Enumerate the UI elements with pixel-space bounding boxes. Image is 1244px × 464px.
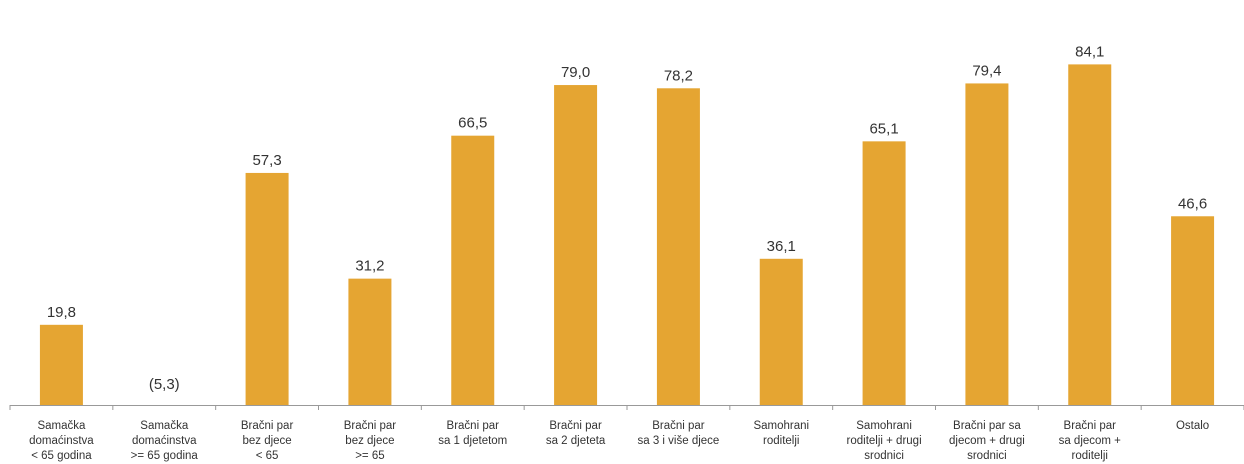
category-label: Samohrani roditelji <box>753 420 809 447</box>
bar <box>39 324 83 405</box>
data-label: 84,1 <box>1075 43 1104 60</box>
category-label: Bračni par sa djecom + drugi srodnici <box>949 420 1025 462</box>
data-label: 57,3 <box>252 152 281 169</box>
data-label: 46,6 <box>1178 195 1207 212</box>
category-labels-group: Samačka domaćinstva < 65 godina Samačka doma… <box>29 420 1209 462</box>
bar <box>451 135 495 406</box>
data-label: 78,2 <box>664 67 693 84</box>
category-label: Bračni par sa 1 djetetom <box>438 420 507 447</box>
bar <box>554 85 598 406</box>
category-label: Samohrani roditelji + drugi srodnici <box>847 420 922 462</box>
data-label: 36,1 <box>767 238 796 255</box>
bar <box>245 172 289 405</box>
data-label: 79,0 <box>561 64 590 81</box>
bar <box>1068 64 1112 406</box>
data-label: (5,3) <box>149 376 180 393</box>
category-label: Bračni par bez djece < 65 <box>241 420 294 462</box>
data-label: 79,4 <box>972 62 1001 79</box>
category-label: Bračni par bez djece >= 65 <box>344 420 397 462</box>
bar <box>656 88 700 405</box>
data-label: 31,2 <box>355 258 384 275</box>
data-label: 66,5 <box>458 115 487 132</box>
x-axis-ticks <box>9 405 1244 410</box>
category-label: Ostalo <box>1176 420 1209 432</box>
bar <box>965 83 1009 406</box>
category-label: Samačka domaćinstva < 65 godina <box>29 420 94 462</box>
category-label: Bračni par sa 3 i više djece <box>638 420 720 447</box>
bar <box>862 141 906 405</box>
category-label: Bračni par sa 2 djeteta <box>546 420 606 447</box>
data-label: 65,1 <box>869 120 898 137</box>
bar <box>348 278 392 405</box>
bars-group <box>39 64 1215 406</box>
bar <box>759 258 803 405</box>
bar <box>1171 216 1215 405</box>
value-labels-group: 19,8 (5,3) 57,3 31,2 66,5 79,0 78,2 36,1 65,1 79,… <box>47 43 1207 393</box>
category-label: Bračni par sa djecom + roditelji <box>1059 420 1122 462</box>
category-label: Samačka domaćinstva >= 65 godina <box>131 420 199 462</box>
data-label: 19,8 <box>47 304 76 321</box>
